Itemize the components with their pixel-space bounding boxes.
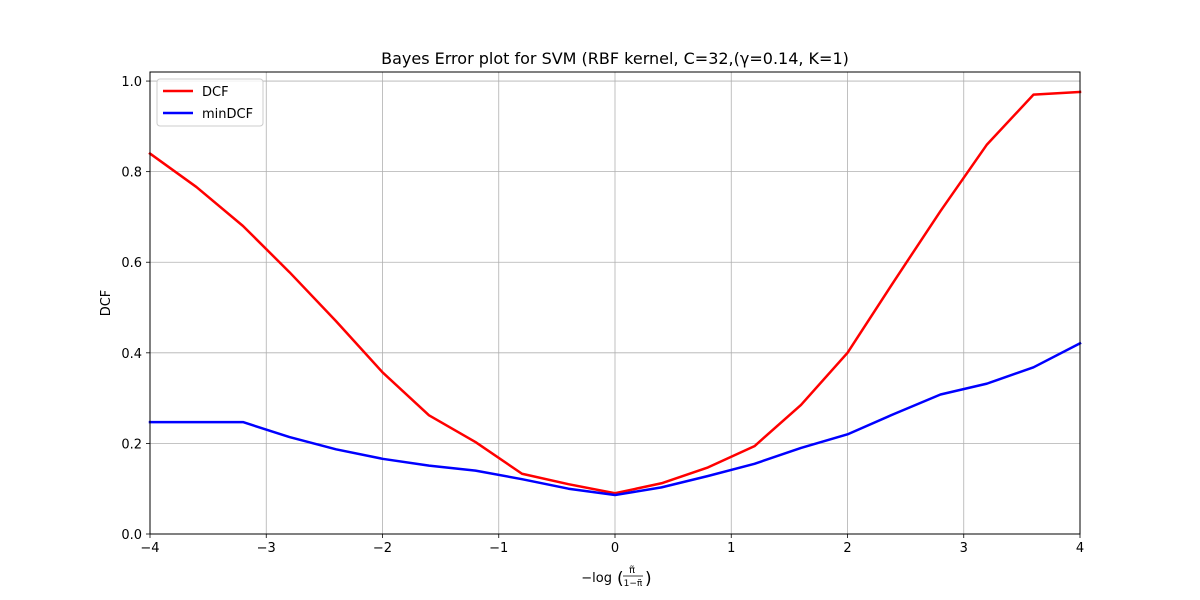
y-tick-label: 0.4 bbox=[121, 347, 142, 362]
x-axis-label-log: −log bbox=[581, 571, 612, 586]
data-point-mindcf bbox=[288, 436, 290, 438]
data-point-dcf bbox=[288, 271, 290, 273]
x-axis-label: −log ( π̃ 1−π̃ ) bbox=[581, 564, 651, 589]
data-point-mindcf bbox=[474, 469, 476, 471]
data-point-mindcf bbox=[660, 486, 662, 488]
data-point-mindcf bbox=[567, 488, 569, 490]
x-tick-label: 0 bbox=[611, 541, 619, 556]
series-line-mindcf bbox=[148, 341, 1082, 497]
data-point-mindcf bbox=[1032, 366, 1034, 368]
data-point-dcf bbox=[335, 320, 337, 322]
data-point-dcf bbox=[707, 466, 709, 468]
x-tick-label: −2 bbox=[373, 541, 392, 556]
x-axis-label-denominator: 1−π̃ bbox=[624, 579, 643, 589]
data-point-mindcf bbox=[335, 448, 337, 450]
data-point-dcf bbox=[1032, 93, 1034, 95]
data-point-dcf bbox=[242, 225, 244, 227]
data-point-dcf bbox=[474, 441, 476, 443]
x-axis-label-left-paren: ( bbox=[617, 569, 624, 589]
data-point-dcf bbox=[846, 352, 848, 354]
data-point-mindcf bbox=[939, 393, 941, 395]
data-point-mindcf bbox=[893, 413, 895, 415]
data-point-dcf bbox=[800, 404, 802, 406]
x-tick-label: −1 bbox=[489, 541, 508, 556]
legend-label-dcf: DCF bbox=[202, 85, 229, 100]
x-tick-label: −4 bbox=[140, 541, 159, 556]
data-point-mindcf bbox=[753, 463, 755, 465]
plot-lines bbox=[148, 90, 1082, 497]
y-tick-label: 0.0 bbox=[121, 528, 142, 543]
x-tick-label: −3 bbox=[257, 541, 276, 556]
axis-ticks: −4 −3 −2 −1 0 1 2 3 4 0.0 0.2 0.4 0.6 0.8 1.0 bbox=[121, 75, 1084, 556]
data-point-mindcf bbox=[846, 433, 848, 435]
legend: DCF minDCF bbox=[156, 78, 264, 127]
data-point-mindcf bbox=[428, 464, 430, 466]
data-point-dcf bbox=[195, 186, 197, 188]
data-point-dcf bbox=[381, 371, 383, 373]
x-tick-label: 1 bbox=[727, 541, 735, 556]
data-point-dcf bbox=[521, 473, 523, 475]
data-point-dcf bbox=[986, 143, 988, 145]
x-axis-label-right-paren: ) bbox=[645, 569, 652, 589]
legend-label-mindcf: minDCF bbox=[202, 107, 253, 122]
data-point-dcf bbox=[567, 483, 569, 485]
data-point-dcf bbox=[660, 482, 662, 484]
x-tick-label: 3 bbox=[960, 541, 968, 556]
x-axis-label-numerator: π̃ bbox=[629, 564, 635, 576]
x-tick-label: 4 bbox=[1076, 541, 1084, 556]
y-tick-label: 0.8 bbox=[121, 166, 142, 181]
y-tick-label: 0.2 bbox=[121, 437, 142, 452]
data-point-mindcf bbox=[986, 382, 988, 384]
chart-title: Bayes Error plot for SVM (RBF kernel, C=… bbox=[381, 49, 849, 68]
y-tick-label: 0.6 bbox=[121, 256, 142, 271]
data-point-mindcf bbox=[381, 458, 383, 460]
series-line-dcf bbox=[148, 90, 1082, 495]
data-point-mindcf bbox=[707, 475, 709, 477]
data-point-mindcf bbox=[614, 494, 616, 496]
data-point-mindcf bbox=[195, 421, 197, 423]
data-point-mindcf bbox=[800, 447, 802, 449]
data-point-dcf bbox=[753, 445, 755, 447]
data-point-dcf bbox=[893, 280, 895, 282]
data-point-mindcf bbox=[521, 478, 523, 480]
data-point-mindcf bbox=[242, 421, 244, 423]
y-axis-label: DCF bbox=[99, 290, 114, 317]
x-tick-label: 2 bbox=[843, 541, 851, 556]
y-tick-label: 1.0 bbox=[121, 75, 142, 90]
data-point-dcf bbox=[939, 210, 941, 212]
data-point-dcf bbox=[428, 414, 430, 416]
